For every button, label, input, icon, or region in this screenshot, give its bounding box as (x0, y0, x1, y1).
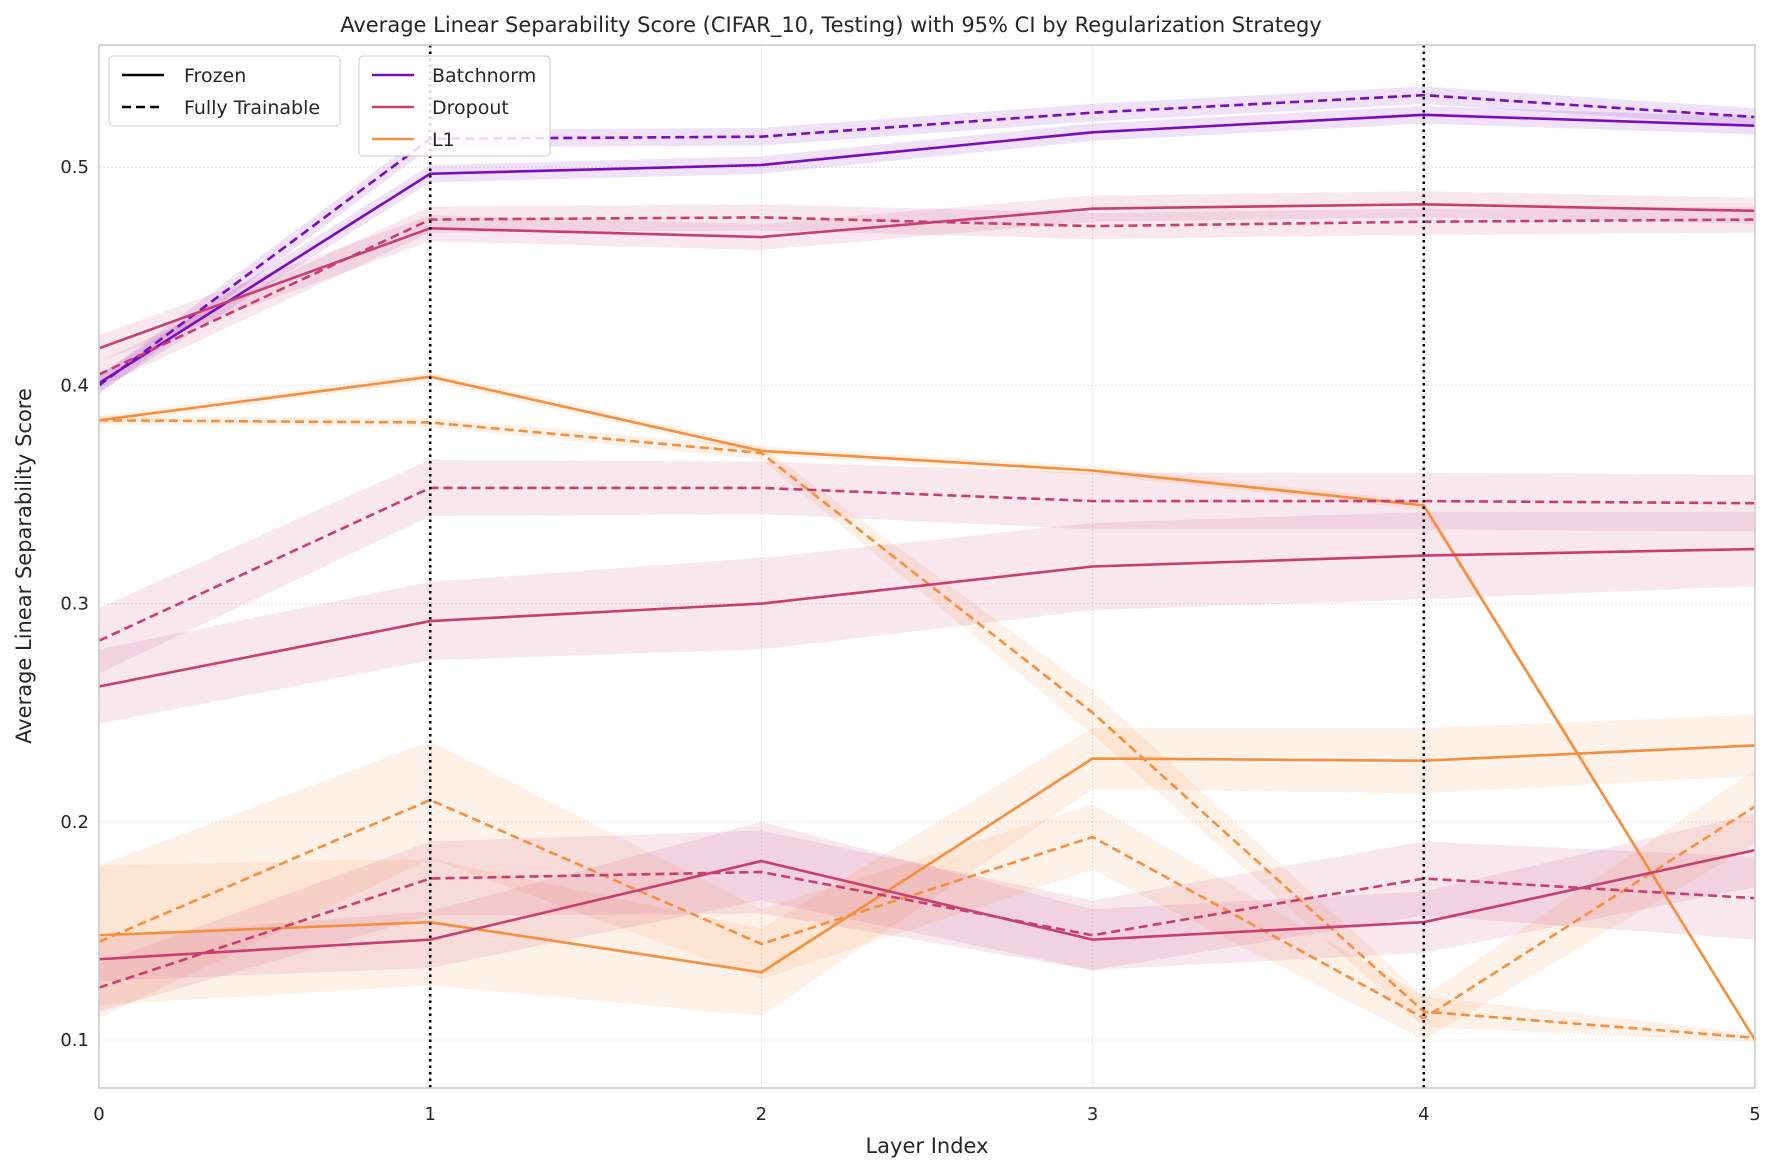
series-line-dropout-fully-trainable (98, 486, 1756, 642)
ci-band-dropout-fully-trainable (99, 830, 1755, 1012)
x-tick-label: 1 (424, 1104, 435, 1125)
series-line-l1-fully-trainable (98, 419, 1756, 1040)
ci-band-batchnorm-frozen (99, 106, 1755, 392)
legend-fully-trainable-label: Fully Trainable (184, 97, 320, 119)
legend-batchnorm-label: Batchnorm (432, 65, 536, 87)
ci-band-dropout-fully-trainable (99, 459, 1755, 674)
series-line-batchnorm-frozen (98, 113, 1756, 385)
series-line-l1-frozen (98, 375, 1757, 1041)
ci-band-l1-fully-trainable (99, 741, 1755, 1040)
series-line-dropout-frozen (98, 848, 1756, 961)
series-line-dropout-fully-trainable (98, 216, 1756, 376)
y-tick-label: 0.4 (60, 375, 89, 396)
y-tick-label: 0.3 (60, 594, 89, 615)
ci-band-dropout-fully-trainable (99, 204, 1755, 388)
ci-band-dropout-frozen (99, 511, 1755, 724)
ci-band-dropout-frozen (99, 191, 1755, 362)
x-tick-label: 2 (756, 1104, 767, 1125)
plot-frame (98, 44, 1756, 1089)
style-legend-frame (108, 55, 341, 127)
x-tick-label: 5 (1749, 1104, 1760, 1125)
legend-dropout-label: Dropout (432, 97, 509, 119)
plot-area (98, 44, 1757, 1089)
series-line-l1-fully-trainable (98, 798, 1756, 1020)
x-axis-label: Layer Index (865, 1134, 988, 1158)
legend-l1-label: L1 (432, 129, 455, 151)
series-line-dropout-fully-trainable (98, 870, 1756, 989)
reference-lines (428, 45, 1426, 1088)
series-line-l1-frozen (98, 744, 1756, 974)
x-tick-label: 3 (1087, 1104, 1098, 1125)
color-legend: Batchnorm Dropout L1 (358, 55, 551, 157)
y-tick-label: 0.5 (60, 157, 89, 178)
x-axis-ticks: 0 1 2 3 4 5 (93, 1104, 1760, 1125)
confidence-bands (99, 86, 1755, 1043)
series-lines (98, 93, 1757, 1041)
x-tick-label: 4 (1418, 1104, 1429, 1125)
style-legend: Frozen Fully Trainable (108, 55, 341, 127)
color-legend-frame (358, 55, 551, 157)
x-tick-label: 0 (93, 1104, 104, 1125)
series-line-batchnorm-fully-trainable (98, 93, 1756, 387)
plot-background (99, 45, 1755, 1088)
y-axis-label: Average Linear Separability Score (12, 388, 36, 744)
y-axis-ticks: 0.1 0.2 0.3 0.4 0.5 (60, 157, 89, 1051)
y-tick-label: 0.2 (60, 812, 89, 833)
chart-title: Average Linear Separability Score (CIFAR… (340, 13, 1322, 38)
series-line-dropout-frozen (98, 547, 1756, 688)
y-tick-label: 0.1 (60, 1030, 89, 1051)
legend-frozen-label: Frozen (184, 65, 246, 87)
ci-band-dropout-frozen (99, 813, 1755, 982)
